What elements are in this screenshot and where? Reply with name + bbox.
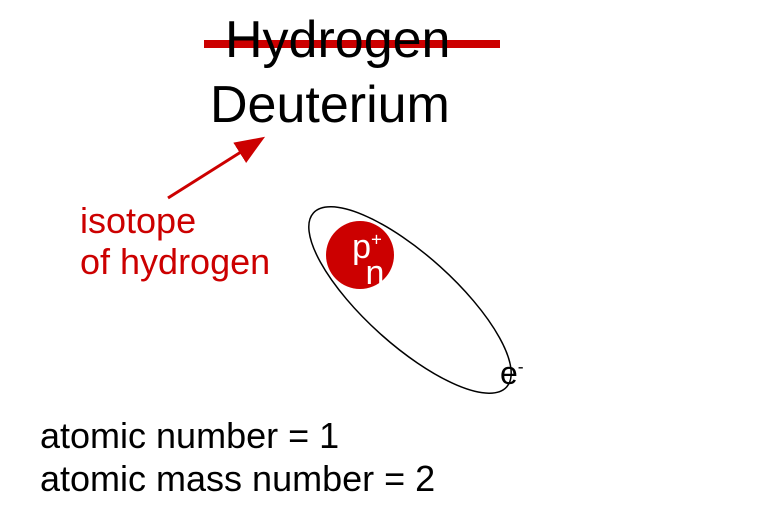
atomic-mass-text: atomic mass number = 2 [40, 458, 435, 500]
neutron-label: n [360, 254, 390, 293]
pointer-arrow [168, 140, 260, 198]
atomic-number-text: atomic number = 1 [40, 415, 339, 457]
title-crossed-out: Hydrogen [225, 10, 450, 70]
electron-sup: - [518, 356, 524, 376]
title-main: Deuterium [210, 75, 450, 135]
diagram-stage: Hydrogen Deuterium isotope of hydrogen p… [0, 0, 765, 510]
proton-sup: + [371, 229, 382, 250]
isotope-label-line2: of hydrogen [80, 241, 270, 282]
isotope-label-line1: isotope [80, 200, 196, 241]
isotope-label: isotope of hydrogen [80, 200, 270, 283]
electron-label: e- [500, 355, 524, 392]
electron-letter: e [500, 355, 518, 391]
electron-orbit [283, 180, 536, 421]
